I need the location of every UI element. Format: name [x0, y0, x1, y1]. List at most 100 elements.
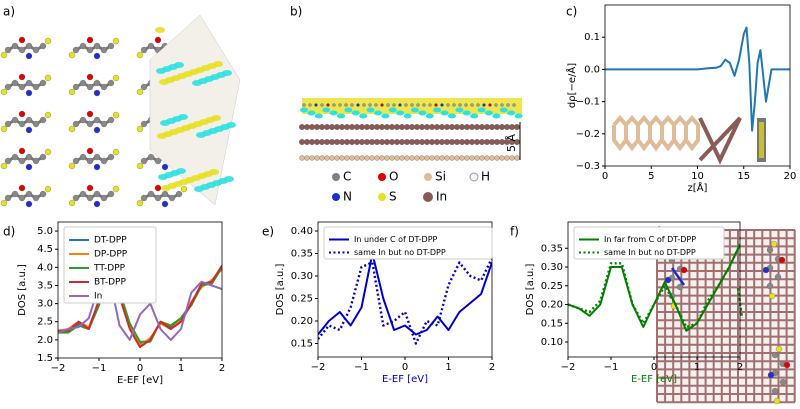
atom [329, 124, 335, 130]
atom [319, 139, 325, 145]
atom [140, 194, 148, 202]
atom [454, 155, 460, 161]
atom [329, 139, 335, 145]
atom [449, 155, 455, 161]
atom [332, 103, 336, 107]
atom [86, 36, 94, 44]
atom [44, 74, 52, 82]
atom [416, 103, 420, 107]
x-tick-label: −2 [311, 362, 326, 373]
legend-dot [423, 192, 433, 202]
atom [414, 124, 420, 130]
atom [25, 79, 33, 87]
atom [479, 124, 485, 130]
atom [308, 103, 312, 107]
isosurface [226, 122, 236, 128]
atom [494, 103, 498, 107]
atom [18, 110, 26, 118]
atom [18, 157, 26, 165]
inset-bonds [698, 116, 742, 165]
atom [319, 124, 325, 130]
atom [140, 46, 148, 54]
panel-label: b) [290, 5, 302, 19]
atom [434, 155, 440, 161]
atom [359, 124, 365, 130]
isosurface [155, 27, 165, 33]
atom [107, 153, 115, 161]
isosurface [344, 107, 353, 113]
atom [414, 155, 420, 161]
atom [439, 124, 445, 130]
legend-text: H [481, 170, 490, 184]
atom [309, 139, 315, 145]
isosurface [477, 107, 486, 113]
atom [39, 79, 47, 87]
atom [11, 153, 19, 161]
y-tick-label: 0.10 [541, 337, 563, 348]
isosurface [514, 113, 523, 119]
atom [484, 155, 490, 161]
atom [100, 194, 108, 202]
atom [93, 42, 101, 50]
atom [32, 157, 40, 165]
x-tick-label: −2 [51, 363, 66, 374]
atom [93, 89, 101, 97]
data-line [318, 257, 492, 345]
atom [304, 124, 310, 130]
y-tick-label: 0.30 [291, 271, 313, 282]
atom [458, 103, 462, 107]
atom [147, 42, 155, 50]
atom [374, 103, 378, 107]
atom [771, 387, 779, 395]
isosurface [209, 169, 219, 175]
x-axis-label: E-EF [eV] [117, 375, 163, 386]
atom [0, 162, 8, 170]
legend-label: same In but no DT-DPP [604, 248, 696, 257]
atom [4, 194, 12, 202]
isosurface [300, 107, 308, 113]
y-tick-label: 0.15 [291, 339, 313, 350]
atom [0, 51, 8, 59]
atom [339, 139, 345, 145]
y-axis-label: DOS [a.u.] [17, 264, 28, 316]
atom [404, 124, 410, 130]
isosurface [485, 110, 493, 116]
isosurface [411, 107, 419, 113]
atom [136, 51, 144, 59]
atom [72, 194, 80, 202]
atom [39, 190, 47, 198]
atom [72, 120, 80, 128]
atom [18, 83, 26, 91]
atom [4, 157, 12, 165]
data-line [318, 252, 492, 336]
x-axis-label: E-EF [eV] [631, 374, 677, 385]
atom [93, 52, 101, 60]
legend-text: N [343, 190, 352, 204]
isosurface [176, 168, 186, 174]
y-tick-label: 2.5 [37, 317, 53, 328]
atom [509, 155, 515, 161]
atom [18, 194, 26, 202]
y-tick-label: 4.0 [37, 262, 53, 273]
atom [494, 139, 500, 145]
plot-frame [57, 221, 223, 359]
data-line [58, 275, 222, 341]
legend-text: S [389, 190, 397, 204]
y-tick-label: 0.0 [584, 64, 600, 75]
atom [379, 124, 385, 130]
isosurface [224, 176, 234, 182]
isosurface [507, 110, 516, 116]
atom [44, 111, 52, 119]
isosurface [174, 62, 184, 68]
atom [349, 124, 355, 130]
atom [434, 124, 440, 130]
atom [773, 397, 781, 405]
atom [44, 185, 52, 193]
atom [394, 155, 400, 161]
atom [354, 155, 360, 161]
isosurface [222, 70, 232, 76]
atom [93, 153, 101, 161]
legend-dot [332, 173, 340, 181]
atom [79, 116, 87, 124]
atom [464, 124, 470, 130]
